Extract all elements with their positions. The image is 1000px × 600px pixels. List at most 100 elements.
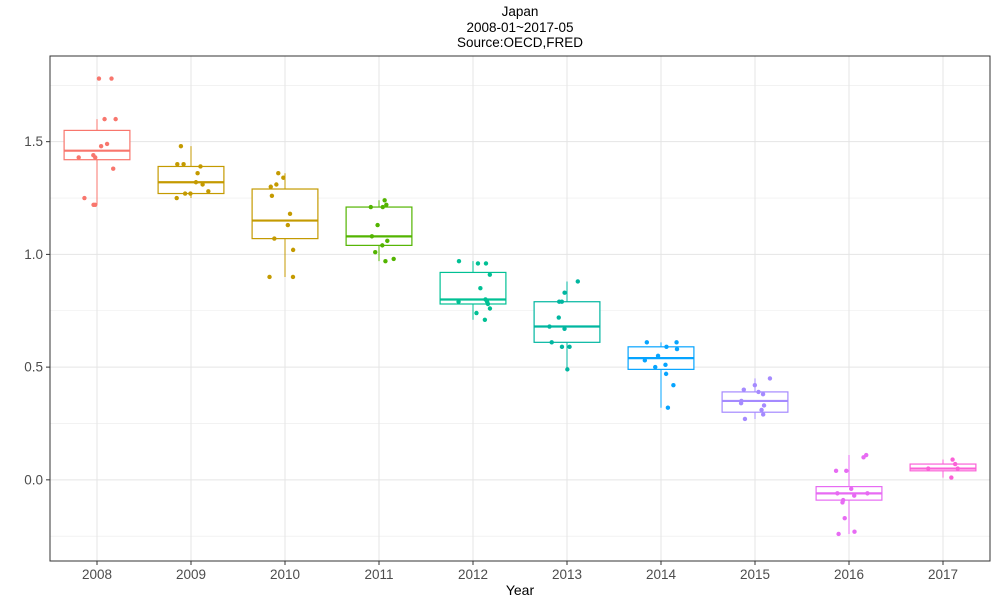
data-point <box>82 195 87 201</box>
data-point <box>281 175 286 180</box>
data-point <box>950 457 955 462</box>
data-point <box>198 164 203 169</box>
data-point <box>178 143 184 149</box>
data-point <box>761 403 767 408</box>
data-point <box>842 515 847 521</box>
data-point <box>109 76 114 81</box>
data-point <box>182 191 188 196</box>
box-2017 <box>909 457 977 480</box>
data-point <box>111 166 116 171</box>
data-point <box>195 171 200 176</box>
box-iqr <box>533 301 601 343</box>
data-point <box>206 189 211 194</box>
x-tick-label: 2011 <box>364 567 393 582</box>
x-tick-label: 2015 <box>740 567 770 582</box>
data-point <box>653 364 658 370</box>
data-point <box>368 204 373 210</box>
data-point <box>456 258 462 264</box>
plot-panel-border <box>49 55 991 562</box>
box-2013 <box>533 279 601 372</box>
data-point <box>671 382 676 388</box>
data-point <box>193 180 199 185</box>
data-point <box>835 491 840 496</box>
data-point <box>96 76 102 81</box>
data-point <box>487 306 493 311</box>
chart-title: Japan <box>501 4 539 19</box>
data-point <box>567 344 572 350</box>
data-point <box>861 455 866 460</box>
data-point <box>375 222 380 228</box>
box-2008 <box>63 76 131 207</box>
data-point <box>474 310 479 316</box>
data-point <box>852 529 857 534</box>
data-point <box>926 466 931 471</box>
data-point <box>456 299 461 304</box>
box-iqr <box>157 165 225 195</box>
box-2016 <box>815 452 883 537</box>
data-point <box>664 344 669 350</box>
axes: 0.0 0.5 1.0 1.5 2008 2009 2010 2011 2012 2013 2014… <box>24 134 958 582</box>
data-point <box>767 376 773 381</box>
data-point <box>549 340 554 345</box>
data-point <box>663 371 669 377</box>
box-2015 <box>721 376 789 422</box>
data-point <box>276 171 281 176</box>
data-point <box>290 247 296 253</box>
x-tick-label: 2010 <box>270 567 300 582</box>
data-point <box>665 405 671 410</box>
x-tick-label: 2016 <box>834 567 864 582</box>
y-tick-label: 1.0 <box>24 247 43 262</box>
data-point <box>833 468 839 474</box>
data-point <box>485 301 491 307</box>
data-point <box>559 344 565 350</box>
data-point <box>268 184 273 189</box>
x-tick-label: 2014 <box>646 567 677 582</box>
data-point <box>174 195 179 201</box>
data-point <box>290 274 296 280</box>
data-point <box>742 416 748 422</box>
data-point <box>391 256 396 262</box>
data-point <box>98 143 104 149</box>
data-point <box>760 391 766 397</box>
data-point <box>369 234 375 239</box>
box-2009 <box>157 143 225 201</box>
data-point <box>955 466 960 471</box>
data-point <box>852 493 857 498</box>
data-point <box>562 326 567 331</box>
x-tick-label: 2017 <box>928 567 958 582</box>
data-point <box>642 358 648 363</box>
data-point <box>93 155 98 160</box>
data-point <box>952 461 958 467</box>
chart-subtitle-source: Source:OECD,FRED <box>456 35 584 50</box>
data-point <box>188 191 193 196</box>
x-tick-label: 2013 <box>552 567 582 582</box>
data-point <box>384 202 389 207</box>
data-point <box>644 340 650 345</box>
x-tick-label: 2012 <box>458 567 488 582</box>
data-point <box>382 198 387 203</box>
data-point <box>104 141 110 147</box>
data-point <box>385 238 390 244</box>
data-point <box>655 353 661 359</box>
box-2014 <box>627 340 695 410</box>
data-point <box>383 258 388 264</box>
data-point <box>269 193 275 198</box>
data-point <box>487 272 493 277</box>
data-point <box>92 202 98 207</box>
box-iqr <box>251 188 319 240</box>
data-point <box>267 274 272 280</box>
data-point <box>102 116 107 122</box>
data-point <box>547 324 552 329</box>
data-point <box>478 286 483 291</box>
y-tick-label: 1.5 <box>24 134 43 149</box>
data-point <box>752 382 758 388</box>
box-series <box>63 76 977 537</box>
data-point <box>562 290 567 295</box>
chart-title-block: Japan 2008-01~2017-05 Source:OECD,FRED <box>0 4 1000 51</box>
data-point <box>760 412 766 417</box>
chart-subtitle-period: 2008-01~2017-05 <box>466 19 574 35</box>
data-point <box>759 407 764 413</box>
x-axis-title: Year <box>506 582 535 598</box>
data-point <box>175 162 180 167</box>
